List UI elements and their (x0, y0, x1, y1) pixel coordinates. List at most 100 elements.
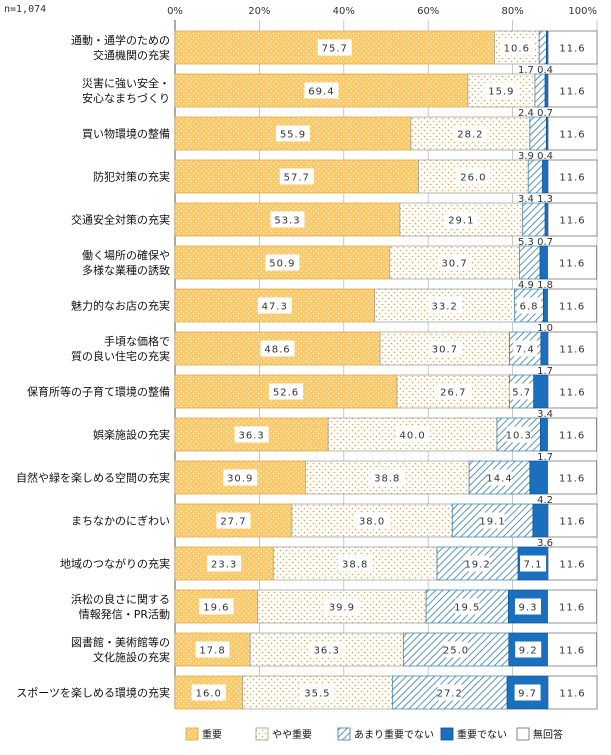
category-label: 交通安全対策の充実 (71, 213, 170, 227)
data-label: 57.7 (284, 173, 310, 184)
data-label: 23.3 (211, 560, 237, 571)
data-label: 7.1 (524, 560, 543, 571)
data-label: 55.9 (280, 130, 306, 141)
data-label-box (555, 82, 590, 99)
category-label: 情報発信・PR活動 (79, 607, 170, 621)
data-label-box (480, 512, 505, 529)
data-label: 39.9 (329, 603, 355, 614)
data-label-box (555, 211, 590, 228)
data-label: 11.6 (559, 44, 585, 55)
legend-swatch (255, 727, 269, 741)
small-value-annotation: 3.4 (537, 409, 553, 420)
category-label: 保育所等の子育て環境の整備 (27, 385, 170, 399)
data-label: 19.5 (454, 603, 480, 614)
data-label-box (191, 684, 226, 701)
bar-segment (544, 202, 549, 237)
x-tick-label: 0% (167, 6, 183, 17)
data-label-box (317, 39, 352, 56)
data-label: 11.6 (559, 173, 585, 184)
category-label: まちなかのにぎわい (71, 514, 170, 528)
data-label-box (207, 555, 242, 572)
data-label-box (338, 555, 373, 572)
data-label-box (484, 82, 519, 99)
data-label: 9.3 (519, 603, 538, 614)
data-label: 11.6 (559, 560, 585, 571)
category-label: 手頃な価格で (104, 334, 170, 348)
bar-segment (542, 159, 549, 194)
category-label: 安心なまちづくり (82, 91, 170, 105)
legend-swatch (516, 727, 530, 741)
data-label: 26.7 (440, 388, 466, 399)
bar-segment (543, 288, 548, 323)
data-label-box (555, 254, 590, 271)
data-label: 25.0 (443, 646, 469, 657)
data-label: 16.0 (196, 689, 222, 700)
small-value-annotation: 1.7 (537, 366, 553, 377)
small-value-annotation: 4.9 1.8 (518, 280, 553, 291)
data-label-box (257, 297, 292, 314)
data-label: 30.7 (432, 345, 458, 356)
data-label-box (555, 39, 590, 56)
data-label: 7.4 (516, 345, 535, 356)
data-label-box (555, 641, 590, 658)
data-label: 26.0 (460, 173, 486, 184)
data-label: 11.6 (559, 216, 585, 227)
bars: 75.7 10.6 11.6 1.7 0.4 69.4 15.9 11.6 2.4 0.7 55… (174, 30, 598, 710)
small-value-annotation: 2.4 0.7 (518, 108, 553, 119)
data-label: 6.8 (520, 302, 539, 313)
data-label: 53.3 (274, 216, 300, 227)
bar-segment (529, 460, 548, 495)
data-label-box (427, 297, 462, 314)
data-label-box (555, 555, 590, 572)
data-label-box (268, 383, 303, 400)
data-label: 38.8 (342, 560, 368, 571)
small-value-annotation: 1.7 0.4 (518, 65, 553, 76)
sample-size-label: n=1,074 (4, 4, 47, 15)
legend-swatch (337, 727, 351, 741)
category-label: 浜松の良さに関する (71, 592, 170, 606)
small-value-annotation: 3.6 (537, 538, 553, 549)
data-label: 11.6 (559, 646, 585, 657)
bar-segment (532, 503, 549, 538)
data-label: 14.4 (486, 474, 512, 485)
data-label-box (499, 39, 534, 56)
data-label-box (453, 125, 488, 142)
category-label: 魅力的なお店の充実 (71, 299, 170, 313)
data-label: 69.4 (308, 87, 334, 98)
legend-label: 重要 (202, 728, 222, 741)
bar-segment (533, 374, 549, 409)
bar-segment (539, 245, 548, 280)
data-label: 30.9 (227, 474, 253, 485)
data-label-box (555, 125, 590, 142)
data-label-box (427, 340, 462, 357)
data-label: 35.5 (304, 689, 330, 700)
category-labels: 通動・通学のための交通機関の充実災害に強い安全・安心なまちづくり買い物環境の整備… (16, 33, 170, 700)
data-label: 48.6 (264, 345, 290, 356)
bar-segment (174, 675, 243, 710)
category-label: 交通機関の充実 (93, 48, 170, 62)
data-label-box (555, 684, 590, 701)
data-label-box (300, 684, 335, 701)
data-label: 11.6 (559, 431, 585, 442)
data-label-box (304, 82, 339, 99)
data-label-box (555, 598, 590, 615)
data-label-box (487, 469, 512, 486)
bar-segment (519, 245, 541, 280)
data-label-box (509, 383, 534, 400)
data-label: 36.3 (314, 646, 340, 657)
data-label-box (514, 684, 541, 701)
bar-segment (529, 116, 547, 151)
category-label: 図書館・美術館等の (71, 635, 170, 649)
data-label: 33.2 (432, 302, 458, 313)
data-label: 5.7 (512, 388, 531, 399)
category-label: 娯楽施設の充実 (93, 428, 170, 442)
data-label: 11.6 (559, 517, 585, 528)
legend-swatch (185, 727, 199, 741)
x-tick-label: 60% (417, 6, 439, 17)
data-label-box (223, 469, 258, 486)
legend-label: 重要でない (457, 728, 507, 741)
data-label: 15.9 (488, 87, 514, 98)
data-label-box (370, 469, 405, 486)
bar-segment (534, 73, 546, 108)
